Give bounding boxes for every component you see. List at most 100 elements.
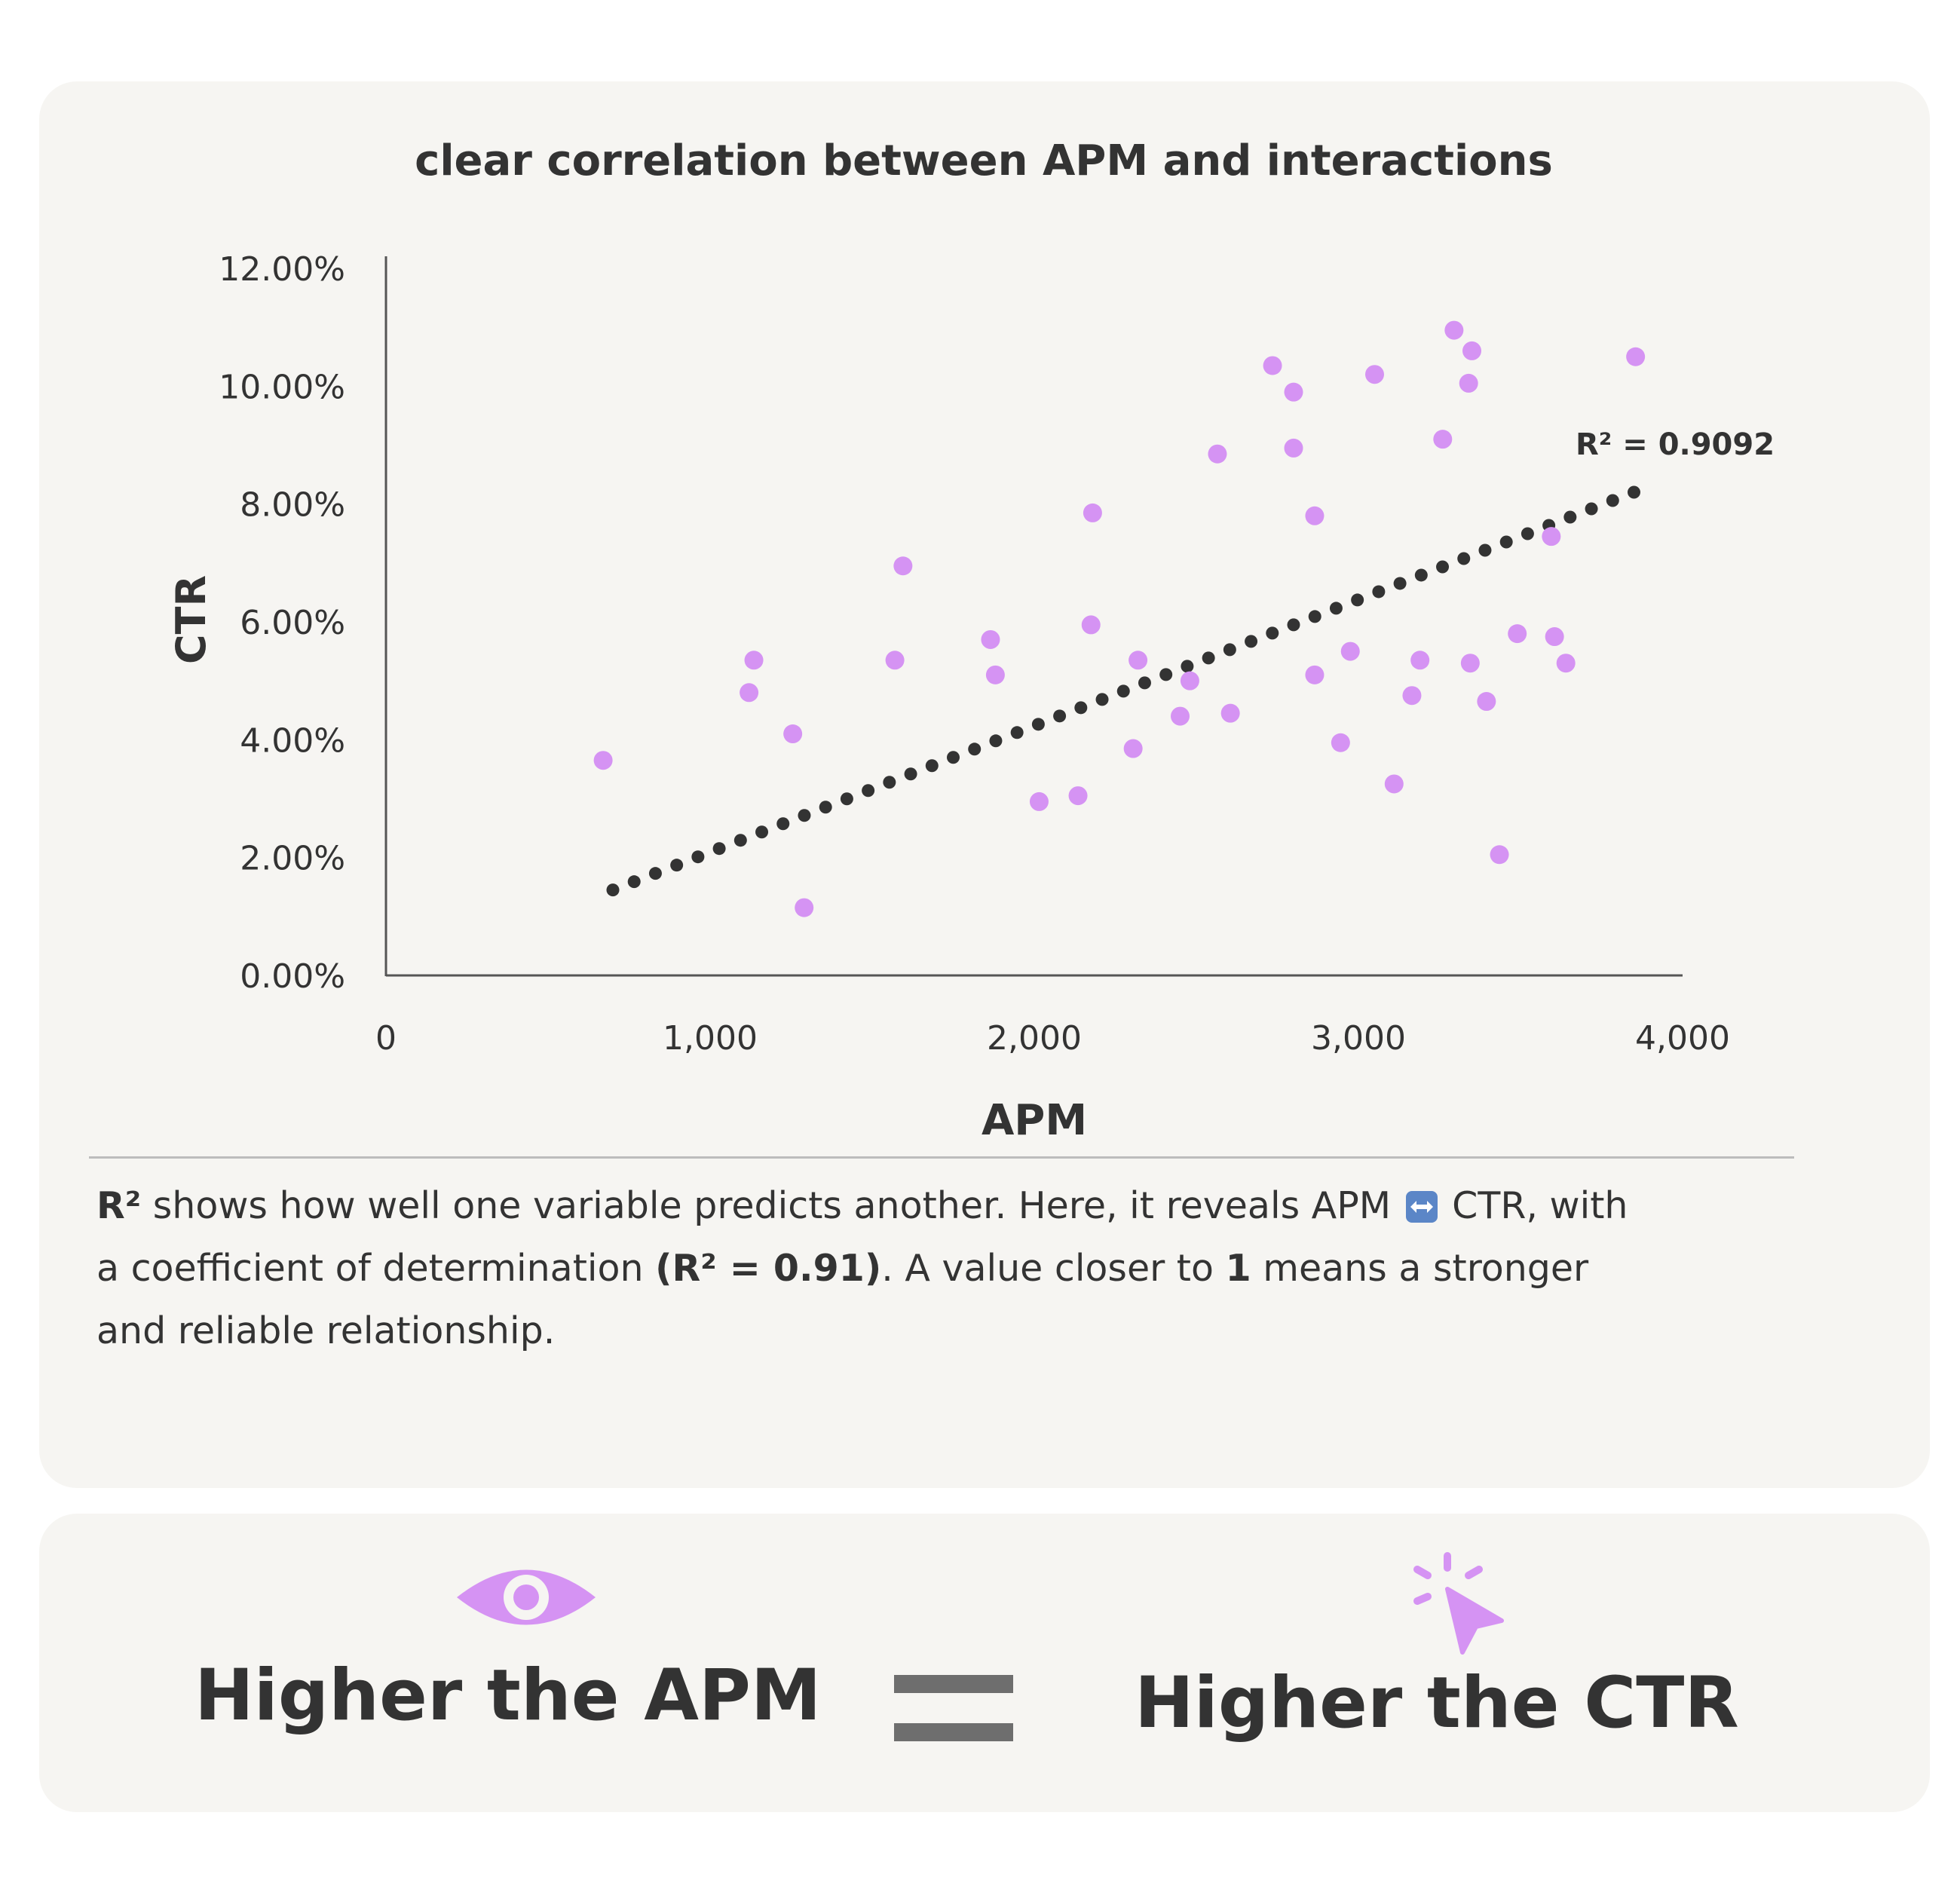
scatter-chart: clear correlation between APM and intera… <box>167 136 1775 1145</box>
data-point <box>1365 365 1384 384</box>
trendline-dot <box>648 867 662 880</box>
trendline-dot <box>1308 610 1321 623</box>
trendline-dot <box>1223 643 1236 657</box>
trendline-dot <box>1393 577 1407 590</box>
trendline-dot <box>627 875 641 889</box>
y-tick-label: 2.00% <box>240 840 345 878</box>
r2-description: R² shows how well one variable predicts … <box>96 1174 1830 1362</box>
higher-apm-text: Higher the APM <box>194 1655 822 1737</box>
desc-line1: shows how well one variable predicts ano… <box>141 1184 1403 1227</box>
trendline-dot <box>1457 552 1471 565</box>
data-point <box>1305 665 1325 684</box>
data-point <box>593 751 613 770</box>
trendline-dot <box>1181 660 1194 673</box>
data-point <box>1220 703 1240 723</box>
trendline-dot <box>1053 709 1067 723</box>
data-point <box>1340 641 1360 661</box>
data-point <box>1490 845 1509 865</box>
data-point <box>1284 382 1303 402</box>
trendline-dot <box>989 734 1003 748</box>
trendline-dot <box>1606 494 1619 507</box>
desc-line2-end: means a stronger <box>1251 1247 1589 1290</box>
r2-annotation: R² = 0.9092 <box>1576 427 1775 462</box>
desc-line1-end: CTR, with <box>1440 1184 1628 1227</box>
trendline-dot <box>1563 510 1577 524</box>
trendline-dot <box>1414 568 1428 582</box>
x-tick-label: 2,000 <box>987 1019 1082 1058</box>
trendline-dot <box>1372 585 1386 599</box>
trendline-dot <box>862 784 875 798</box>
trendline-dot <box>1329 602 1343 615</box>
data-point <box>981 629 1000 649</box>
data-point <box>1029 791 1049 811</box>
data-point <box>1284 438 1303 458</box>
data-point <box>1331 733 1350 752</box>
trendline-dot <box>1521 527 1534 540</box>
data-point <box>1444 320 1464 340</box>
data-point <box>1263 356 1282 375</box>
data-point <box>1171 706 1190 726</box>
data-point <box>985 665 1005 684</box>
data-point <box>1081 615 1101 635</box>
data-point <box>1460 654 1480 673</box>
trendline-dot <box>968 742 982 756</box>
trendline-dot <box>691 850 705 864</box>
data-point <box>1410 651 1430 670</box>
chart-title: clear correlation between APM and intera… <box>415 136 1553 185</box>
chart-card <box>39 81 1930 1488</box>
trendline-dot <box>883 776 896 789</box>
trendline-dot <box>1031 718 1045 731</box>
data-point <box>1068 786 1088 806</box>
y-axis-label: CTR <box>167 575 215 664</box>
data-point <box>1305 506 1325 525</box>
trendline-dot <box>1245 635 1258 648</box>
y-axis-ticks: 0.00% 2.00% 4.00% 6.00% 8.00% 10.00% 12.00% <box>219 250 345 996</box>
trendline-dot <box>1159 668 1173 681</box>
data-point <box>1626 347 1646 366</box>
trendline-dot <box>1436 560 1450 574</box>
trendline-dot <box>1287 618 1300 632</box>
y-tick-label: 4.00% <box>240 721 345 760</box>
divider <box>89 1156 1794 1159</box>
trendline-dot <box>904 767 917 781</box>
eye-icon <box>457 1569 596 1625</box>
equals-bar-top <box>894 1675 1013 1693</box>
data-point <box>1459 373 1478 393</box>
trendline-dot <box>1266 626 1279 640</box>
desc-line2-mid: . A value closer to <box>881 1247 1226 1290</box>
equals-bar-bottom <box>894 1723 1013 1741</box>
trendline-dot <box>925 759 939 773</box>
desc-line3: and reliable relationship. <box>96 1309 556 1352</box>
r2-symbol: R² <box>96 1184 142 1227</box>
trendline-dot <box>1478 543 1492 557</box>
data-point <box>1433 430 1453 449</box>
data-point <box>1477 692 1496 712</box>
trendline-dot <box>776 817 790 831</box>
trendline-dot <box>1585 502 1598 516</box>
left-right-arrow-emoji <box>1405 1191 1438 1223</box>
summary-card <box>39 1514 1930 1812</box>
r2-value: (R² = 0.91) <box>655 1247 882 1290</box>
data-point <box>1129 651 1148 670</box>
y-tick-label: 10.00% <box>219 368 345 406</box>
trendline-dot <box>1010 726 1024 739</box>
data-point <box>1542 527 1561 547</box>
x-tick-label: 3,000 <box>1311 1019 1406 1058</box>
trendline-dot <box>1095 693 1109 706</box>
data-point <box>795 898 814 917</box>
y-tick-label: 6.00% <box>240 604 345 642</box>
x-tick-label: 4,000 <box>1635 1019 1730 1058</box>
x-axis-ticks: 0 1,000 2,000 3,000 4,000 <box>375 1019 1730 1058</box>
higher-ctr-text: Higher the CTR <box>1135 1662 1739 1744</box>
trendline-dot <box>1351 593 1364 607</box>
data-point <box>1545 627 1564 647</box>
x-tick-label: 1,000 <box>663 1019 758 1058</box>
trendline-dot <box>1628 485 1640 499</box>
trendline-dot <box>1499 535 1513 549</box>
cursor-click-icon <box>1413 1552 1504 1655</box>
data-point <box>744 651 764 670</box>
data-point <box>1208 444 1227 464</box>
data-point <box>885 651 905 670</box>
data-point <box>1402 686 1422 706</box>
data-points <box>593 320 1646 917</box>
